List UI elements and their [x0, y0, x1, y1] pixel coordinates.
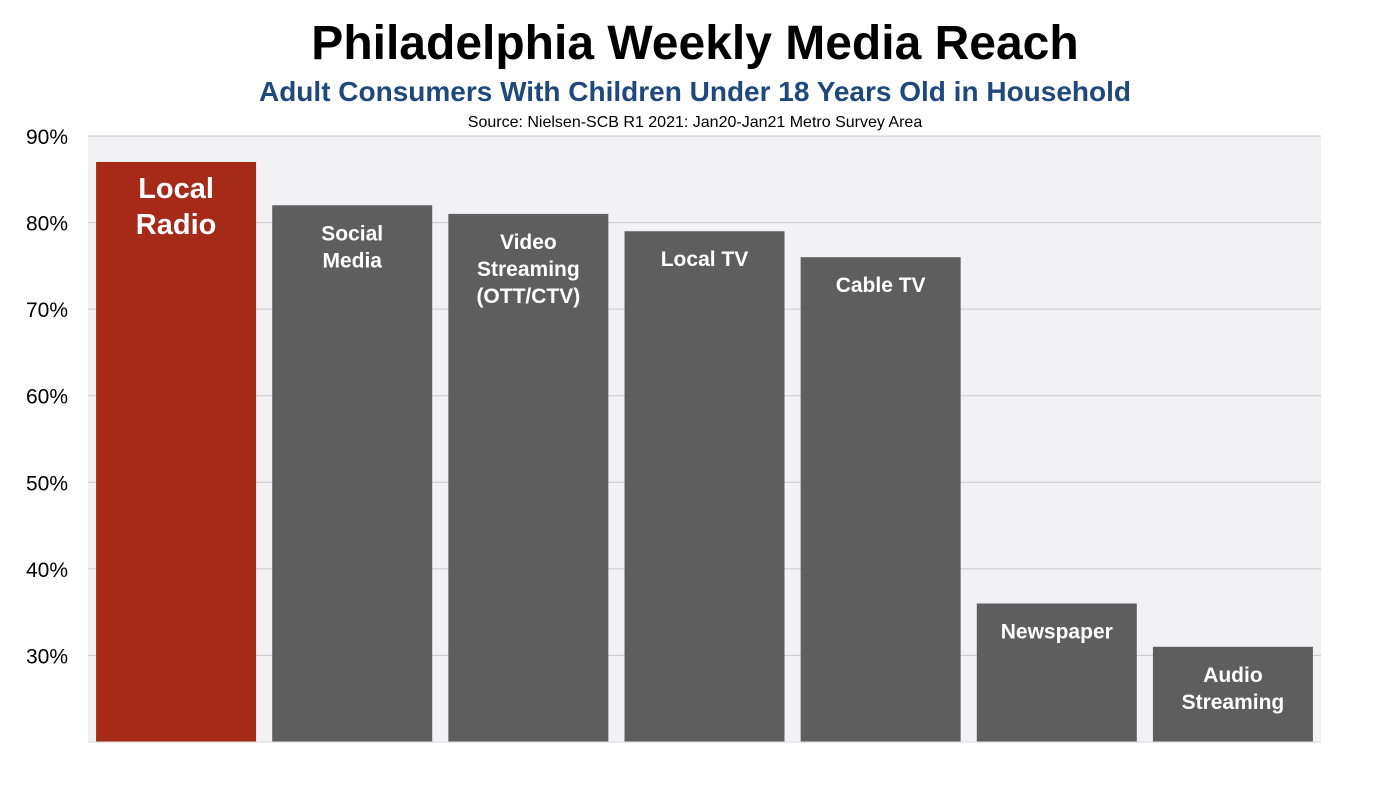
chart-subtitle: Adult Consumers With Children Under 18 Y…	[258, 76, 1132, 107]
bar	[976, 603, 1137, 742]
bar	[96, 161, 257, 742]
y-tick-label: 50%	[26, 472, 68, 495]
bar-label: Social	[321, 222, 383, 245]
bar-label: (OTT/CTV)	[476, 285, 580, 308]
y-tick-label: 90%	[26, 126, 68, 149]
bar	[800, 257, 961, 742]
bar-label: Media	[322, 249, 382, 272]
bar-label: Cable TV	[836, 274, 926, 297]
chart-source: Source: Nielsen-SCB R1 2021: Jan20-Jan21…	[467, 114, 923, 131]
y-tick-label: 30%	[26, 645, 68, 668]
y-tick-label: 40%	[26, 559, 68, 582]
bar	[448, 213, 609, 742]
bar-label: Local	[138, 173, 214, 205]
bar-label: Audio	[1203, 664, 1262, 687]
chart-title: Philadelphia Weekly Media Reach	[311, 17, 1079, 70]
bar-label: Video	[500, 231, 557, 254]
bar-label: Streaming	[477, 258, 580, 281]
y-tick-label: 80%	[26, 213, 68, 236]
bar-label: Newspaper	[1001, 620, 1113, 643]
bar	[624, 231, 785, 742]
bar-label: Radio	[136, 209, 217, 241]
y-tick-label: 60%	[26, 386, 68, 409]
bar-label: Streaming	[1182, 691, 1285, 714]
bar	[1152, 646, 1313, 742]
y-tick-label: 70%	[26, 299, 68, 322]
bar	[272, 205, 433, 742]
bar-label: Local TV	[661, 248, 749, 271]
